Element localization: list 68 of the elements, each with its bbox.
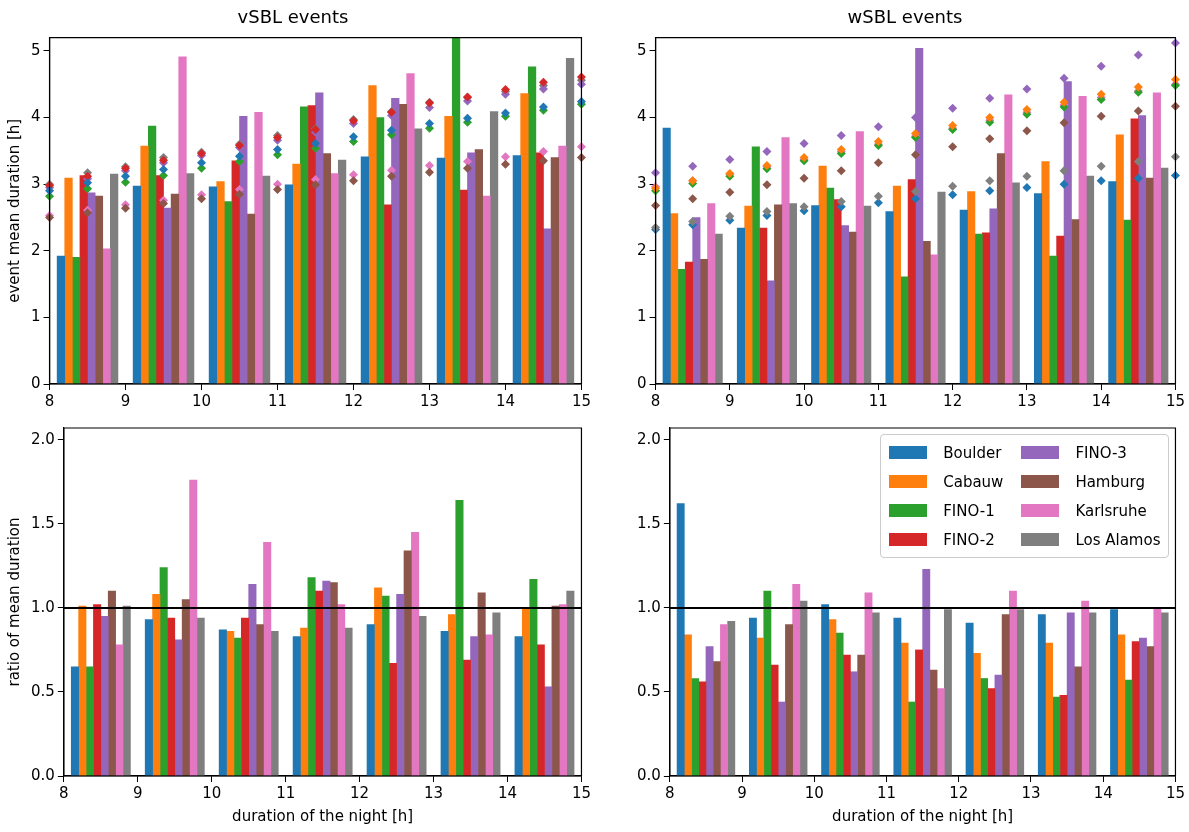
y-tick-label: 0.0 xyxy=(31,765,55,784)
legend-label: FINO-2 xyxy=(943,530,995,549)
y-tick-label: 1.0 xyxy=(637,597,661,616)
chart-title: wSBL events xyxy=(847,6,963,28)
legend-label: Boulder xyxy=(943,443,1002,462)
x-axis-title: duration of the night [h] xyxy=(232,806,414,825)
x-tick-label: 11 xyxy=(267,391,288,410)
x-tick-label: 13 xyxy=(1021,783,1041,802)
y-tick-label: 1 xyxy=(31,307,41,326)
y-tick-label: 5 xyxy=(637,40,647,59)
x-tick-label: 14 xyxy=(497,783,518,802)
x-tick-label: 15 xyxy=(571,783,591,802)
x-tick-label: 15 xyxy=(1165,783,1185,802)
y-tick-label: 3 xyxy=(31,174,41,193)
y-tick-label: 0 xyxy=(637,373,647,392)
x-tick-label: 11 xyxy=(868,391,888,410)
legend-label: Los Alamos xyxy=(1075,530,1161,549)
x-tick-label: 9 xyxy=(133,783,143,802)
legend-label: FINO-1 xyxy=(943,501,995,520)
x-tick-label: 8 xyxy=(665,783,675,802)
y-tick-label: 0.5 xyxy=(31,681,55,700)
y-tick-label: 3 xyxy=(637,174,647,193)
x-tick-label: 12 xyxy=(943,391,963,410)
y-tick-label: 2 xyxy=(637,240,647,259)
x-tick-label: 12 xyxy=(343,391,364,410)
y-tick-label: 5 xyxy=(31,40,41,59)
y-tick-label: 1.5 xyxy=(31,513,55,532)
y-tick-label: 0.0 xyxy=(637,765,661,784)
x-tick-label: 10 xyxy=(794,391,814,410)
x-tick-label: 9 xyxy=(737,783,747,802)
x-tick-label: 14 xyxy=(495,391,516,410)
y-axis-title: ratio of mean duration xyxy=(4,517,23,687)
x-tick-label: 8 xyxy=(650,391,661,410)
y-tick-label: 1.5 xyxy=(637,513,661,532)
x-tick-label: 8 xyxy=(59,783,69,802)
x-tick-label: 9 xyxy=(725,391,735,410)
legend-label: Cabauw xyxy=(943,472,1004,491)
x-tick-label: 13 xyxy=(419,391,440,410)
x-tick-label: 11 xyxy=(276,783,296,802)
y-tick-label: 2.0 xyxy=(637,429,661,448)
x-tick-label: 15 xyxy=(571,391,591,410)
legend-label: FINO-3 xyxy=(1075,443,1127,462)
chart-title: vSBL events xyxy=(237,6,349,28)
x-tick-label: 10 xyxy=(804,783,824,802)
y-tick-label: 2 xyxy=(31,240,41,259)
x-tick-label: 9 xyxy=(120,391,131,410)
x-tick-label: 15 xyxy=(1165,391,1185,410)
x-tick-label: 10 xyxy=(202,783,222,802)
y-tick-label: 0 xyxy=(31,373,41,392)
x-tick-label: 8 xyxy=(44,391,55,410)
y-axis-title: event mean duration [h] xyxy=(4,118,23,303)
x-tick-label: 12 xyxy=(350,783,370,802)
x-tick-label: 12 xyxy=(949,783,969,802)
x-axis-title: duration of the night [h] xyxy=(832,806,1014,825)
y-tick-label: 1 xyxy=(637,307,647,326)
x-tick-label: 14 xyxy=(1091,391,1111,410)
y-tick-label: 0.5 xyxy=(637,681,661,700)
x-tick-label: 14 xyxy=(1093,783,1113,802)
x-tick-label: 13 xyxy=(1017,391,1037,410)
x-tick-label: 10 xyxy=(191,391,212,410)
legend-label: Karlsruhe xyxy=(1075,501,1147,520)
legend-label: Hamburg xyxy=(1075,472,1145,491)
y-tick-label: 1.0 xyxy=(31,597,55,616)
y-tick-label: 4 xyxy=(31,107,41,126)
y-tick-label: 4 xyxy=(637,107,647,126)
y-tick-label: 2.0 xyxy=(31,429,55,448)
x-tick-label: 13 xyxy=(424,783,444,802)
x-tick-label: 11 xyxy=(876,783,897,802)
